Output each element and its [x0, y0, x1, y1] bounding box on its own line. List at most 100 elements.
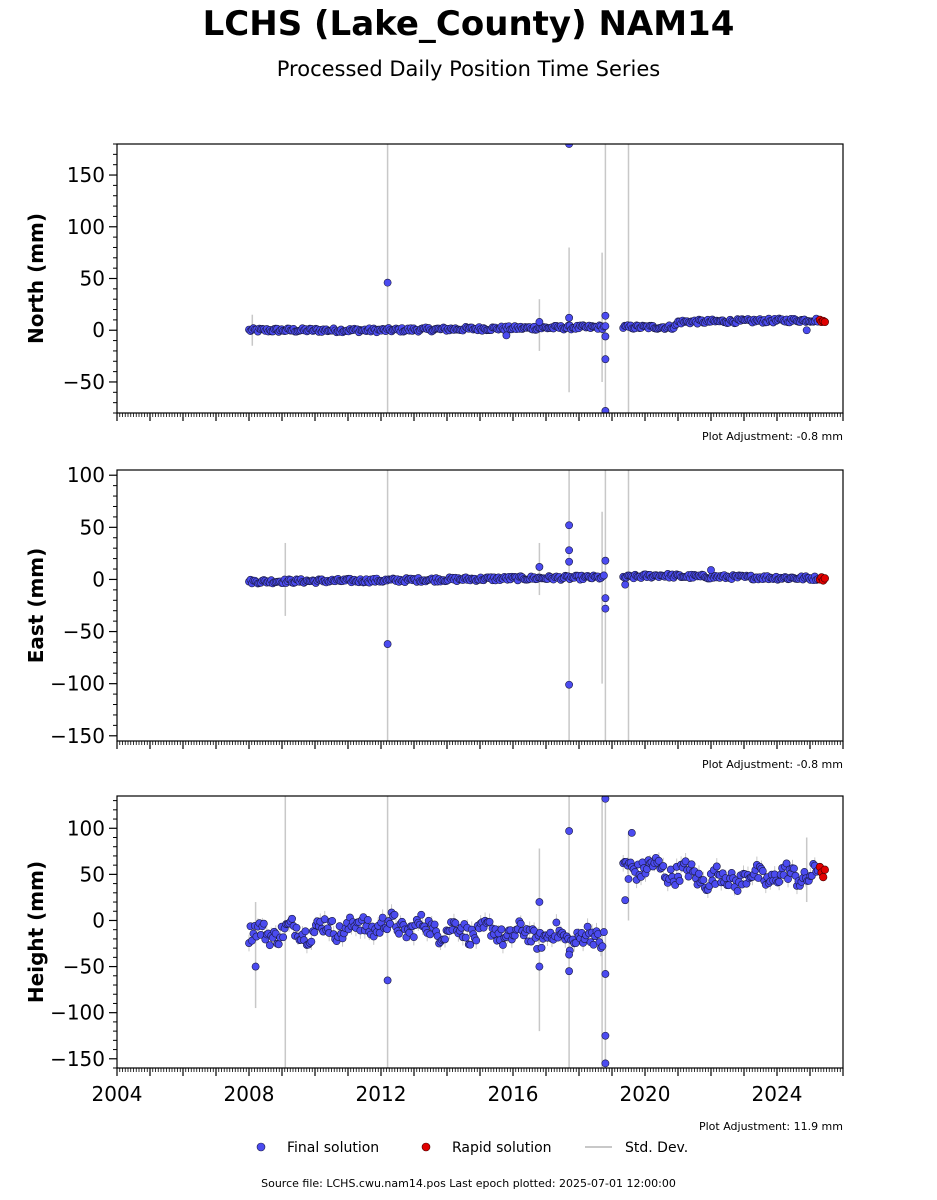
final-solution-outlier — [601, 322, 610, 330]
y-tick-label: −50 — [63, 370, 105, 394]
final-solution-outlier — [383, 640, 392, 648]
y-tick-label: −150 — [50, 1047, 105, 1071]
final-solution-point — [310, 928, 319, 937]
final-solution-point — [363, 915, 372, 924]
final-solution-point — [259, 919, 268, 928]
final-solution-point — [695, 869, 703, 878]
final-solution-point — [598, 942, 607, 951]
final-solution-point — [307, 937, 316, 946]
final-solution-outlier — [707, 566, 715, 574]
final-solution-point — [790, 864, 798, 873]
x-tick-label: 2016 — [488, 1082, 539, 1106]
final-solution-point — [472, 936, 481, 945]
x-tick-label: 2020 — [620, 1082, 671, 1106]
y-axis-label: East (mm) — [24, 548, 48, 664]
x-tick-label: 2008 — [224, 1082, 275, 1106]
plot-adjustment-note: Plot Adjustment: -0.8 mm — [702, 430, 843, 443]
final-solution-outlier — [565, 680, 573, 689]
x-tick-label: 2012 — [356, 1082, 407, 1106]
final-solution-point — [461, 933, 470, 942]
rapid-solution-point — [820, 574, 829, 583]
source-footer: Source file: LCHS.cwu.nam14.pos Last epo… — [261, 1177, 676, 1190]
y-tick-label: −50 — [63, 620, 105, 644]
legend: Final solution Rapid solution Std. Dev. — [256, 1140, 688, 1156]
final-solution-outlier — [601, 311, 610, 320]
y-tick-label: 50 — [80, 515, 105, 539]
final-solution-point — [552, 918, 561, 927]
plot-content — [245, 470, 829, 741]
legend-final-label: Final solution — [287, 1140, 379, 1156]
rapid-solution-point — [819, 873, 828, 882]
final-solution-point — [430, 920, 439, 929]
final-solution-outlier — [601, 407, 610, 413]
final-solution-point — [516, 919, 525, 928]
final-solution-point — [292, 923, 301, 932]
plot-adjustment-note: Plot Adjustment: -0.8 mm — [702, 758, 843, 771]
final-solution-outlier — [601, 355, 610, 364]
final-solution-outlier — [565, 557, 573, 566]
final-solution-point — [699, 876, 708, 884]
final-solution-outlier — [383, 976, 392, 985]
plot-content — [245, 796, 829, 1068]
final-solution-outlier — [601, 594, 610, 603]
x-tick-label: 2004 — [92, 1082, 143, 1106]
final-solution-point — [378, 913, 387, 922]
final-solution-point — [659, 862, 668, 870]
final-solution-point — [758, 867, 767, 875]
chart-subtitle: Processed Daily Position Time Series — [276, 57, 661, 81]
final-solution-point — [265, 941, 274, 950]
final-solution-outlier — [621, 580, 630, 589]
final-solution-point — [712, 862, 721, 871]
panel-0: −50 0 50 100 150 North (mm) Plot Adjustment: -… — [24, 143, 844, 443]
y-tick-label: 50 — [80, 267, 105, 291]
final-solution-outlier — [565, 144, 573, 148]
final-solution-outlier — [601, 332, 610, 341]
legend-std-label: Std. Dev. — [625, 1140, 688, 1156]
y-tick-label: −100 — [50, 672, 105, 696]
final-solution-point — [451, 919, 460, 927]
final-solution-point — [687, 860, 696, 869]
final-solution-outlier — [535, 962, 544, 971]
final-solution-outlier — [565, 521, 573, 530]
final-solution-point — [390, 910, 399, 919]
final-solution-outlier — [535, 318, 544, 326]
final-solution-point — [782, 859, 791, 868]
final-solution-point — [288, 914, 296, 923]
rapid-solution-point — [820, 317, 829, 327]
axes-frame — [116, 143, 844, 414]
final-solution-point — [537, 943, 546, 952]
panel-1: −150 −100 −50 0 50 100 East (mm) Plot Adjustmen… — [24, 463, 844, 771]
panel-2: −150 −100 −50 0 50 100 2004 2008 2012 2016 2020 202… — [24, 795, 844, 1133]
final-solution-outlier — [802, 326, 811, 335]
y-tick-label: 150 — [67, 163, 105, 187]
final-solution-point — [328, 916, 337, 925]
final-solution-point — [274, 940, 283, 949]
final-solution-outlier — [383, 278, 392, 287]
plot-content — [245, 144, 829, 413]
final-solution-point — [654, 856, 663, 865]
final-solution-point — [417, 910, 426, 919]
final-solution-outlier — [251, 962, 260, 971]
final-solution-point — [775, 877, 784, 886]
final-solution-outlier — [621, 896, 630, 905]
final-solution-outlier — [565, 827, 573, 835]
x-tick-label: 2024 — [752, 1082, 803, 1106]
final-solution-outlier — [601, 1059, 610, 1068]
y-tick-label: 100 — [67, 215, 105, 239]
final-solution-point — [386, 919, 394, 928]
final-solution-point — [600, 571, 608, 580]
chart-title: LCHS (Lake_County) NAM14 — [202, 4, 735, 44]
final-solution-outlier — [601, 556, 610, 565]
final-solution-outlier — [624, 875, 633, 883]
final-solution-outlier — [601, 604, 610, 613]
final-solution-outlier — [565, 967, 573, 976]
final-solution-point — [675, 877, 684, 885]
y-axis-label: North (mm) — [24, 213, 48, 344]
final-solution-point — [485, 917, 494, 926]
final-solution-point — [279, 933, 288, 942]
final-solution-outlier — [565, 950, 573, 959]
legend-final-marker — [256, 1142, 266, 1152]
y-axis-label: Height (mm) — [24, 861, 48, 1003]
legend-rapid-marker — [421, 1142, 431, 1152]
